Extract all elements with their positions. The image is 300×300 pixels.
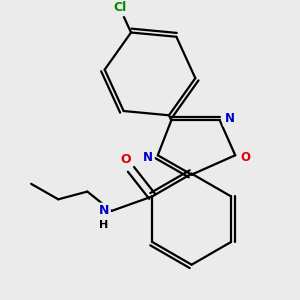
Text: N: N xyxy=(143,151,153,164)
Text: O: O xyxy=(121,153,131,166)
Text: N: N xyxy=(99,205,109,218)
Text: O: O xyxy=(240,151,250,164)
Text: N: N xyxy=(224,112,234,125)
Text: Cl: Cl xyxy=(113,2,126,14)
Text: H: H xyxy=(99,220,108,230)
